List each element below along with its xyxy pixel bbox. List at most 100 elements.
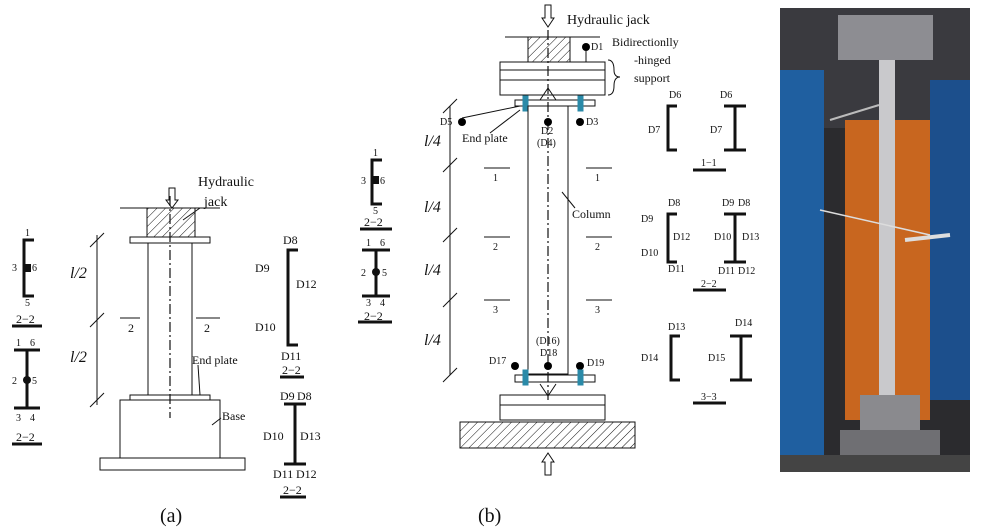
test-photo-part [930, 80, 970, 400]
test-photo-part [860, 395, 920, 430]
section-cut: 1 [595, 173, 600, 184]
test-photo-part [829, 104, 880, 121]
gauge-label: D1 [591, 42, 603, 53]
gauge-label: D11 [273, 467, 293, 481]
test-photo-part [819, 209, 931, 236]
gauge-label: D12 [296, 277, 317, 291]
gauge-label: D15 [708, 353, 725, 364]
bolt-label: 3 [16, 413, 21, 424]
bolt-section-part [23, 376, 31, 384]
panel-b-drawing-part [527, 36, 571, 63]
gauge-label: (D16) [536, 336, 560, 347]
gauge-label: D12 [738, 266, 755, 277]
gauge-label: D2 [541, 126, 553, 137]
bolt-section-part [24, 264, 31, 272]
length-label: l/4 [424, 199, 441, 216]
bolt-section [358, 158, 392, 324]
gauge-label: D13 [668, 322, 685, 333]
panel-b-drawing-part [499, 61, 606, 71]
label: Base [222, 409, 245, 423]
bolt-label: 3 [366, 298, 371, 309]
section-title: 2−2 [701, 279, 717, 290]
panel-a-drawing-part [165, 187, 179, 209]
length-label: l/2 [70, 265, 87, 282]
gauge-label: D12 [296, 467, 317, 481]
gauge-label: D9 [255, 261, 270, 275]
gauge-label: D6 [720, 90, 732, 101]
bolt-label: 6 [380, 176, 385, 187]
panel-b-drawing-part [561, 191, 576, 209]
gauge-label: D6 [669, 90, 681, 101]
gauge-label: D3 [586, 117, 598, 128]
gauge-section-part [284, 402, 306, 466]
panel-b-drawing [442, 4, 636, 476]
test-photo-part [840, 430, 940, 455]
panel-a-drawing-part [211, 417, 222, 426]
bolt-label: 2 [12, 376, 17, 387]
gauge-section-part [730, 334, 752, 382]
bolt-label: 3 [361, 176, 366, 187]
panel-a-drawing-part [146, 207, 196, 238]
bolt-section-part [372, 176, 379, 184]
panel-a-drawing-part [182, 207, 201, 221]
gauge-label: D12 [673, 232, 690, 243]
bolt-label: 6 [380, 238, 385, 249]
gauge-label: D14 [735, 318, 752, 329]
length-label: l/4 [424, 133, 441, 150]
panel-b-drawing-part [511, 362, 519, 370]
panel-b-drawing-part [544, 118, 552, 126]
bolt-label: 4 [380, 298, 385, 309]
section-title: 2−2 [16, 430, 35, 444]
gauge-label: D8 [668, 198, 680, 209]
panel-b-drawing-part [576, 118, 584, 126]
gauge-label: D5 [440, 117, 452, 128]
panel-b-drawing-part [522, 95, 529, 112]
gauge-label: D14 [641, 353, 658, 364]
section-title: 2−2 [364, 309, 383, 323]
label: jack [203, 195, 227, 210]
label: Hydraulic [198, 175, 254, 190]
section-title: 3−3 [701, 392, 717, 403]
gauge-section [666, 104, 752, 405]
test-photo-part [780, 455, 970, 472]
length-label: l/4 [424, 262, 441, 279]
panel-b-drawing-part [577, 369, 584, 386]
gauge-label: D8 [297, 389, 312, 403]
panel-b-drawing-part [499, 69, 606, 81]
bolt-label: 1 [25, 228, 30, 239]
test-photo-part [904, 233, 951, 242]
label: End plate [192, 353, 238, 367]
caption: (b) [478, 505, 501, 527]
panel-b-drawing-part [607, 59, 621, 96]
panel-b-drawing-part [577, 95, 584, 112]
gauge-label: D11 [668, 264, 685, 275]
test-photo [780, 8, 970, 472]
panel-a-drawing-part [89, 392, 105, 408]
section-title: 2−2 [283, 483, 302, 497]
panel-b-drawing-part [442, 157, 458, 173]
panel-b-drawing-part [522, 369, 529, 386]
panel-b-drawing-part [582, 43, 590, 51]
section-cut: 3 [493, 305, 498, 316]
panel-b-drawing-part [442, 367, 458, 383]
bolt-label: 4 [30, 413, 35, 424]
gauge-label: D8 [738, 198, 750, 209]
gauge-section-part [724, 212, 746, 264]
panel-b-drawing-part [541, 452, 555, 476]
section-title: 2−2 [16, 312, 35, 326]
panel-a-drawing-part [89, 312, 105, 328]
panel-b-drawing-part [576, 362, 584, 370]
panel-b-drawing-part [514, 374, 596, 383]
section-title: 2−2 [282, 363, 301, 377]
bolt-label: 5 [382, 268, 387, 279]
panel-b-drawing-part [442, 292, 458, 308]
panel-b-drawing-part [461, 105, 521, 119]
bolt-label: 2 [361, 268, 366, 279]
section-cut: 2 [595, 242, 600, 253]
section-cut: 3 [595, 305, 600, 316]
panel-b-drawing-part [499, 394, 606, 406]
label: -hinged [634, 53, 671, 67]
gauge-section-part [286, 248, 298, 347]
section-cut: 2 [128, 321, 134, 335]
